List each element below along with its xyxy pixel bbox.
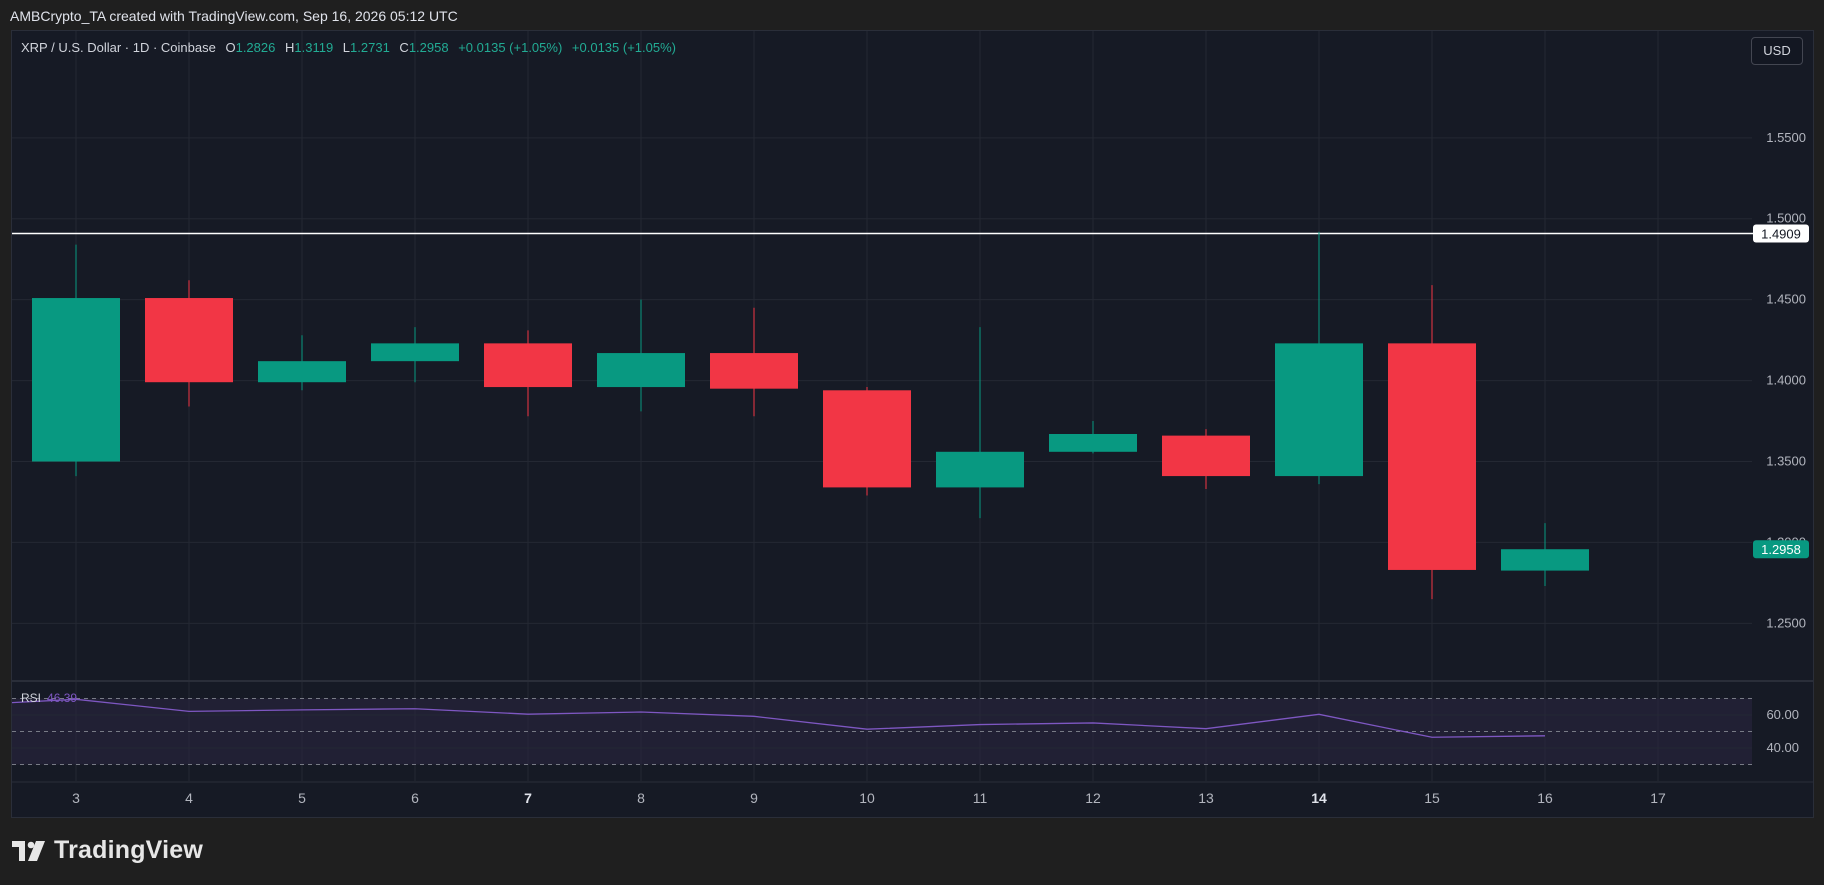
chart-background: [12, 31, 1813, 817]
candle-body: [371, 343, 459, 362]
candle-body: [1162, 435, 1250, 477]
rsi-tick-label: 40.00: [1766, 740, 1799, 755]
time-tick-label: 13: [1198, 790, 1214, 806]
chart-panel[interactable]: 1.25001.30001.35001.40001.45001.50001.55…: [11, 30, 1814, 818]
rsi-tick-label: 60.00: [1766, 707, 1799, 722]
rsi-name[interactable]: RSI: [21, 691, 42, 705]
candle-body: [484, 343, 572, 388]
horizontal-line-price-label: 1.4909: [1761, 226, 1801, 241]
currency-button[interactable]: USD: [1751, 37, 1803, 65]
time-tick-label: 11: [973, 790, 988, 806]
low-value: 1.2731: [350, 40, 390, 55]
high-value: 1.3119: [294, 40, 334, 55]
time-tick-label: 9: [750, 790, 758, 806]
change-value-2: +0.0135 (+1.05%): [571, 40, 676, 55]
last-price-label: 1.2958: [1761, 542, 1801, 557]
rsi-value: 46.39: [47, 691, 78, 705]
price-tick-label: 1.4000: [1766, 373, 1806, 388]
attribution-text: AMBCrypto_TA created with TradingView.co…: [10, 8, 458, 24]
last-price-tag: [1753, 540, 1809, 559]
low-label: L: [342, 40, 351, 55]
price-tick-label: 1.5000: [1766, 211, 1806, 226]
time-tick-label: 8: [637, 790, 645, 806]
close-value: 1.2958: [408, 40, 449, 55]
price-tick-label: 1.2500: [1766, 615, 1806, 630]
time-tick-label: 6: [411, 790, 419, 806]
symbol-legend: XRP / U.S. Dollar · 1D · Coinbase O1.282…: [21, 40, 676, 55]
candle-body: [1388, 343, 1476, 570]
price-tick-label: 1.4500: [1766, 292, 1806, 307]
high-label: H: [284, 40, 295, 55]
time-tick-label: 10: [859, 790, 875, 806]
horizontal-line-price-tag: [1753, 224, 1809, 243]
time-tick-label: 7: [524, 790, 532, 806]
rsi-band-fill: [12, 698, 1752, 765]
symbol-title[interactable]: XRP / U.S. Dollar · 1D · Coinbase: [21, 40, 216, 55]
time-tick-label: 17: [1650, 790, 1666, 806]
candle-body: [1049, 433, 1137, 452]
time-tick-label: 4: [185, 790, 193, 806]
time-tick-label: 12: [1085, 790, 1101, 806]
candle-body: [1501, 549, 1589, 571]
candlestick-chart[interactable]: 1.25001.30001.35001.40001.45001.50001.55…: [12, 31, 1813, 817]
brand-name: TradingView: [54, 836, 204, 864]
candle-body: [597, 353, 685, 388]
candle-body: [145, 298, 233, 383]
time-tick-label: 15: [1424, 790, 1440, 806]
close-label: C: [399, 40, 409, 55]
open-label: O: [225, 40, 236, 55]
time-tick-label: 14: [1311, 790, 1327, 806]
candle-body: [823, 390, 911, 488]
tradingview-logo-icon: [12, 840, 45, 861]
open-value: 1.2826: [235, 40, 276, 55]
candle-body: [32, 298, 120, 462]
tradingview-logo[interactable]: TradingView: [12, 836, 203, 865]
time-tick-label: 16: [1537, 790, 1553, 806]
time-tick-label: 5: [298, 790, 306, 806]
candle-body: [710, 353, 798, 389]
time-tick-label: 3: [72, 790, 80, 806]
candle-body: [1275, 343, 1363, 477]
candle-body: [258, 361, 346, 383]
rsi-line: [12, 698, 1546, 738]
price-tick-label: 1.5500: [1766, 130, 1806, 145]
change-value: +0.0135 (+1.05%): [458, 40, 563, 55]
candle-body: [936, 451, 1024, 488]
price-tick-label: 1.3500: [1766, 454, 1806, 469]
rsi-legend: RSI 46.39: [21, 691, 77, 705]
